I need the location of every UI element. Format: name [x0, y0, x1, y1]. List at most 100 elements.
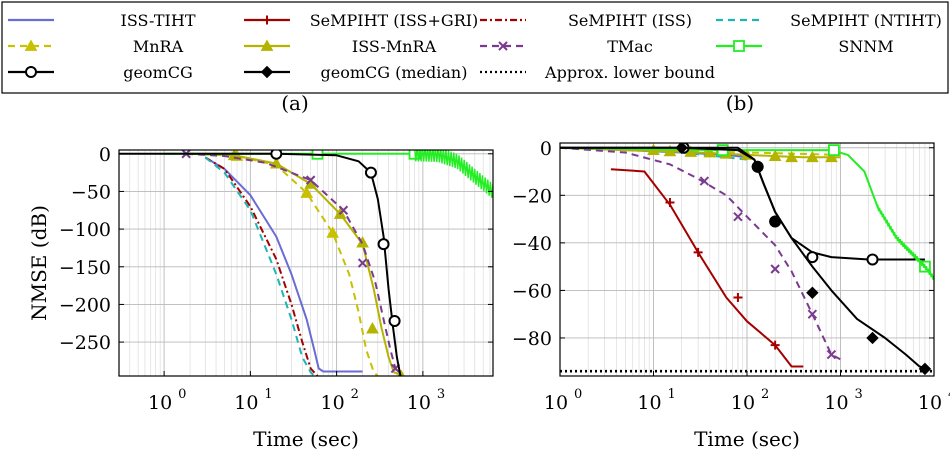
y-tick-label: −250 [59, 332, 111, 354]
plot-frame [118, 149, 494, 377]
y-tick-label: −50 [71, 181, 111, 203]
series-group [119, 150, 493, 376]
legend-swatch-marker [733, 40, 745, 52]
series-line [560, 146, 841, 156]
data-point-marker [270, 150, 283, 160]
legend-frame [1, 1, 949, 94]
data-point-marker [785, 150, 798, 163]
series-line [560, 146, 841, 361]
x-tick-exponent: 2 [351, 387, 359, 402]
data-point-marker [305, 175, 316, 185]
x-tick-label: 10 [918, 392, 942, 414]
y-tick-label: −100 [59, 219, 111, 241]
data-point-marker [663, 144, 677, 157]
y-tick-label: 0 [540, 138, 552, 160]
x-tick-label: 10 [148, 392, 172, 414]
y-axis-label-a: NMSE (dB) [27, 205, 51, 321]
data-point-marker [675, 143, 688, 154]
x-tick-label: 10 [234, 392, 258, 414]
series-sempiht-iss-gri [610, 168, 804, 368]
series-sempiht-ntiht [204, 156, 315, 376]
legend-swatch-marker [262, 15, 272, 25]
data-point-marker [866, 331, 879, 345]
legend-entry-approx-lower-bound: Approx. lower bound [480, 63, 715, 82]
series-line [610, 168, 804, 368]
x-tick-exponent: 2 [761, 387, 769, 402]
data-point-marker [770, 340, 780, 350]
data-point-marker [768, 215, 782, 228]
data-point-marker [770, 264, 780, 274]
data-point-marker [807, 309, 818, 319]
data-point-marker [703, 145, 717, 158]
series-geomcg [119, 150, 402, 376]
series-line [204, 156, 319, 376]
legend-entry-geomcg-median: geomCG (median) [244, 63, 467, 82]
x-axis-label: Time (sec) [253, 427, 359, 451]
series-sempiht-iss [204, 156, 319, 376]
data-point-marker [826, 349, 837, 360]
data-point-marker [751, 160, 764, 173]
panel-label-a: (a) [281, 91, 309, 115]
y-tick-label: −40 [512, 233, 552, 255]
y-tick-label: −60 [512, 280, 552, 302]
x-tick-exponent: 4 [948, 387, 950, 402]
x-tick-label: 10 [407, 392, 431, 414]
series-line [204, 156, 315, 376]
y-tick-label: −80 [512, 328, 552, 350]
legend-entry-snnm: SNNM [716, 37, 894, 56]
x-tick-label: 10 [731, 392, 755, 414]
series-snnm-oscillation [414, 150, 493, 198]
series-line [204, 156, 363, 373]
y-tick-label: 0 [99, 144, 111, 166]
data-point-marker [338, 205, 349, 215]
x-tick-exponent: 0 [178, 387, 186, 402]
x-tick-label: 10 [321, 392, 345, 414]
data-point-marker [699, 176, 710, 186]
panel-label-b: (b) [726, 91, 754, 115]
grid [118, 150, 493, 376]
legend-swatch-marker [25, 66, 37, 78]
series-geomcg-median [560, 143, 932, 376]
x-tick-exponent: 3 [855, 387, 863, 402]
x-tick-label: 10 [824, 392, 848, 414]
x-axis-label: Time (sec) [694, 427, 800, 451]
series-line [119, 152, 402, 376]
series-line [877, 204, 934, 280]
legend-label: SeMPIHT (ISS+GRI) [310, 11, 479, 30]
data-point-marker [733, 293, 743, 303]
data-point-marker [828, 144, 840, 157]
data-point-marker [806, 286, 819, 299]
data-point-marker [866, 253, 879, 266]
series-line [560, 146, 928, 370]
legend-label: ISS-TIHT [121, 11, 196, 30]
data-point-marker [357, 258, 368, 268]
x-tick-exponent: 1 [264, 387, 272, 402]
x-tick-label: 10 [637, 392, 661, 414]
legend-entry-geomcg: geomCG [8, 63, 193, 82]
data-point-marker [768, 149, 782, 161]
legend-entry-tmac: TMac [480, 37, 653, 56]
x-tick-exponent: 1 [668, 387, 676, 402]
data-point-marker [388, 315, 401, 328]
panel-b: 0 −20 −40 −60 −80 10 0 10 1 10 2 10 3 10 4 Time (sec) [512, 138, 950, 451]
data-point-marker [806, 150, 819, 163]
series-line [414, 150, 493, 198]
legend-label: MnRA [133, 37, 184, 56]
series-iss-tiht [204, 156, 363, 373]
legend-swatch-marker [24, 39, 38, 51]
series-line [186, 152, 402, 376]
legend-label: Approx. lower bound [544, 63, 715, 82]
data-point-marker [364, 166, 377, 179]
legend-entry-mnra: MnRA [8, 37, 184, 56]
legend-label: TMac [607, 37, 653, 56]
series-line [190, 152, 379, 376]
legend-entry-iss-tiht: ISS-TIHT [8, 11, 196, 30]
data-point-marker [693, 247, 703, 257]
legend-label: geomCG [123, 63, 193, 82]
legend-label: geomCG (median) [321, 63, 468, 82]
legend-entry-sempiht-iss-gri: SeMPIHT (ISS+GRI) [244, 11, 478, 30]
legend-entry-iss-mnra: ISS-MnRA [244, 37, 437, 56]
data-point-marker [806, 251, 819, 264]
data-point-marker [733, 211, 743, 222]
data-point-marker [918, 362, 932, 376]
